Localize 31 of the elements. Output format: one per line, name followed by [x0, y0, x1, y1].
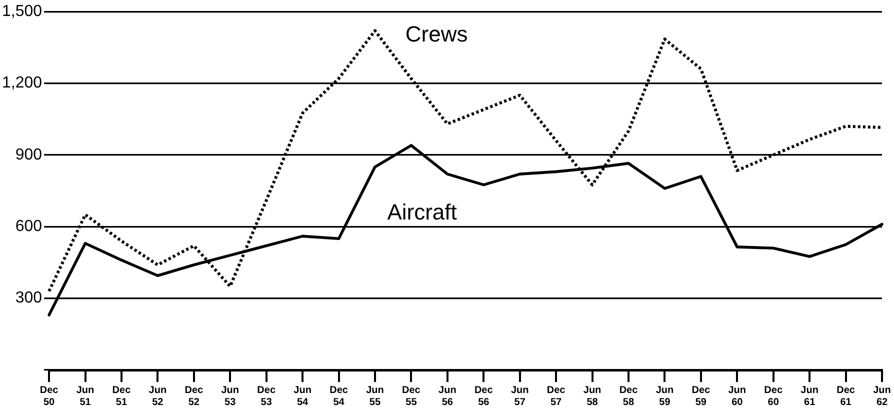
x-tick-label: Jun 62	[873, 384, 891, 408]
x-tick-label: Dec 52	[184, 384, 204, 408]
y-tick-label: 600	[15, 218, 42, 236]
x-tick-label: Dec 60	[764, 384, 783, 408]
x-tick-label: Dec 58	[619, 384, 638, 408]
x-tick-label: Dec 55	[402, 384, 421, 408]
x-tick-label: Jun 58	[583, 384, 602, 408]
x-tick-label: Jun 61	[800, 384, 818, 408]
x-tick-label: Dec 54	[330, 384, 348, 408]
x-tick-label: Dec 50	[40, 384, 59, 408]
x-tick-label: Jun 57	[510, 384, 529, 408]
series-label: Aircraft	[387, 200, 457, 225]
x-tick-label: Dec 59	[692, 384, 711, 408]
x-tick-label: Dec 61	[836, 384, 856, 408]
y-tick-label: 1,200	[2, 74, 42, 92]
x-tick-label: Jun 54	[294, 384, 312, 408]
x-tick-label: Jun 60	[728, 384, 746, 408]
x-tick-label: Jun 53	[221, 384, 240, 408]
x-tick-label: Jun 51	[76, 384, 94, 408]
y-tick-label: 900	[15, 146, 42, 164]
series-label: Crews	[405, 22, 468, 47]
x-tick-label: Dec 56	[474, 384, 494, 408]
x-tick-label: Jun 55	[366, 384, 384, 408]
x-tick-label: Jun 59	[656, 384, 674, 408]
x-tick-label: Dec 57	[546, 384, 566, 408]
x-tick-label: Jun 56	[438, 384, 456, 408]
x-tick-label: Dec 51	[112, 384, 132, 408]
x-tick-label: Dec 53	[257, 384, 276, 408]
x-tick-label: Jun 52	[148, 384, 167, 408]
y-tick-label: 1,500	[2, 3, 42, 20]
y-tick-label: 300	[15, 290, 42, 307]
